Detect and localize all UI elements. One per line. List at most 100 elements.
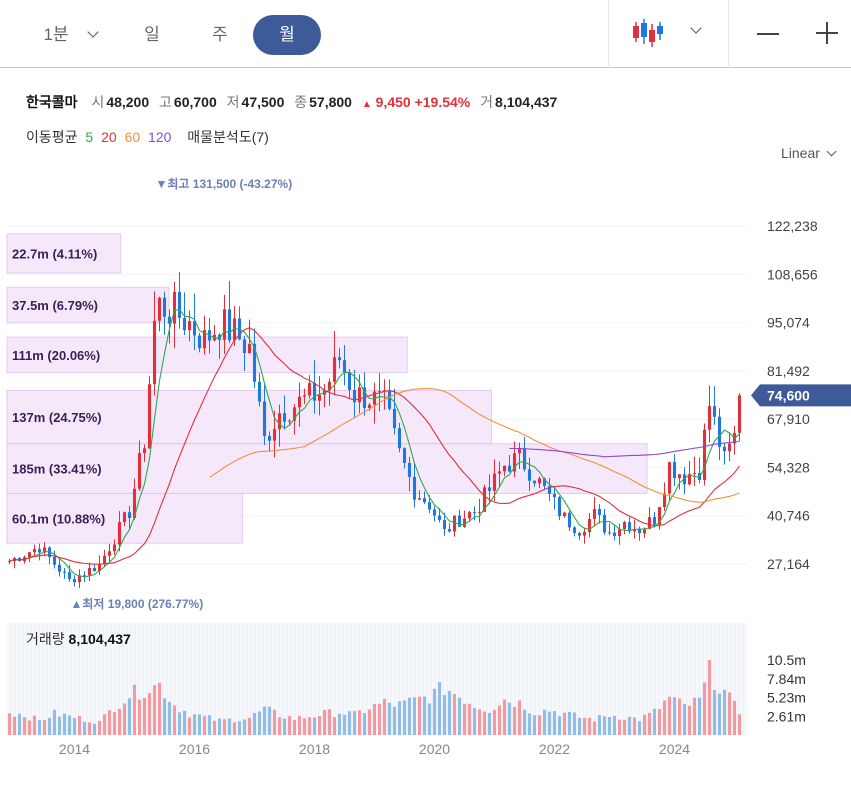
volume-bar [737, 714, 742, 735]
candle-body [237, 318, 242, 340]
candle-body [447, 528, 452, 532]
volume-bar [697, 697, 702, 735]
volume-profile-label: 185m (33.41%) [12, 462, 102, 477]
minus-icon[interactable] [757, 33, 779, 35]
volume-bar [442, 695, 447, 735]
candle-body [517, 448, 522, 454]
volume-bar [102, 714, 107, 735]
volume-bar [732, 700, 737, 735]
plus-icon[interactable] [816, 22, 838, 44]
volume-bar [272, 709, 277, 735]
candle-body [247, 343, 252, 354]
volume-bar [92, 723, 97, 735]
volume-bar [177, 712, 182, 735]
candle-body [507, 465, 512, 472]
volume-bar [312, 717, 317, 735]
volume-profile-label[interactable]: 매물분석도(7) [187, 129, 269, 145]
candle-body [317, 394, 322, 401]
volume-profile-bar [6, 233, 122, 274]
candle-body [352, 389, 357, 403]
timeframe-month-tab[interactable]: 월 [253, 15, 321, 55]
stock-name: 한국콜마 [26, 94, 78, 110]
candle-body [567, 512, 572, 528]
candle-body [302, 395, 307, 397]
volume-bar [712, 689, 717, 735]
scale-mode-dropdown[interactable]: Linear [781, 145, 837, 161]
candle-body [162, 297, 167, 317]
volume-bar [507, 702, 512, 735]
current-price-tag [751, 384, 851, 407]
ma-60-label: 60 [124, 129, 141, 145]
volume-bar [32, 715, 37, 735]
candle-body [27, 552, 32, 558]
candle-body [572, 527, 577, 533]
candle-body [592, 509, 597, 519]
volume-bar [432, 688, 437, 735]
volume-bar [577, 717, 582, 735]
candle-body [172, 291, 177, 324]
volume-bar [502, 699, 507, 735]
candle-body [397, 428, 402, 449]
volume-bar [417, 696, 422, 735]
volume-bar [67, 715, 72, 735]
candle-body [137, 453, 142, 489]
volume-bar [527, 713, 532, 735]
volume-bar [512, 706, 517, 735]
timeframe-day-tab[interactable]: 일 [144, 25, 160, 44]
volume-profile-label: 137m (24.75%) [12, 410, 102, 425]
volume-profile-bar [6, 286, 170, 324]
quote-summary: 한국콜마 시 48,200 고 60,700 저 47,500 종 57,800 ▲ 9… [26, 94, 558, 110]
volume-bar [652, 708, 657, 735]
volume-bar [687, 705, 692, 735]
open-price: 48,200 [106, 94, 150, 110]
volume-bar [462, 703, 467, 735]
candle-body [122, 512, 127, 523]
volume-axis: 10.5m 7.84m 5.23m 2.61m [767, 652, 806, 724]
timeframe-week-tab[interactable]: 주 [212, 25, 228, 44]
candle-body [687, 473, 692, 485]
volume-bar [397, 701, 402, 735]
x-tick-label: 2014 [59, 741, 90, 757]
volume-bar [287, 716, 292, 735]
toolbar-divider [608, 0, 609, 68]
candle-body [252, 343, 257, 382]
candle-body [482, 487, 487, 512]
candle-body [497, 471, 502, 474]
x-tick-label: 2016 [179, 741, 210, 757]
x-tick-label: 2018 [299, 741, 330, 757]
volume-bar [677, 698, 682, 735]
candle-body [107, 551, 112, 556]
candle-body [347, 372, 352, 390]
volume-bar [352, 711, 357, 735]
volume-bar [547, 711, 552, 735]
candle-body [547, 485, 552, 494]
candle-body [7, 561, 12, 563]
volume-bar [77, 716, 82, 735]
volume-bar [7, 713, 12, 735]
y-tick-label: 40,746 [767, 508, 810, 524]
candle-body [452, 515, 457, 532]
candle-body [57, 564, 62, 572]
candle-body [342, 360, 347, 373]
candle-body [262, 401, 267, 437]
candlestick-icon[interactable] [632, 18, 664, 48]
ma-20-line [9, 327, 740, 565]
candle-body [147, 384, 152, 449]
volume-bar [37, 720, 42, 735]
volume-bar [17, 713, 22, 735]
ma-label[interactable]: 이동평균 [26, 129, 78, 145]
volume-bar [342, 714, 347, 735]
volume-bar [532, 715, 537, 735]
volume-bar [302, 718, 307, 735]
volume-bar [142, 698, 147, 735]
candle-body [627, 522, 632, 532]
volume-profile-bar [6, 443, 648, 494]
candle-body [142, 448, 147, 454]
candle-body [287, 420, 292, 422]
candle-body [382, 390, 387, 392]
candle-body [712, 406, 717, 417]
volume-bar [662, 700, 667, 735]
timeframe-minute-dropdown[interactable]: 1분 [30, 15, 110, 55]
volume-bar [87, 722, 92, 735]
